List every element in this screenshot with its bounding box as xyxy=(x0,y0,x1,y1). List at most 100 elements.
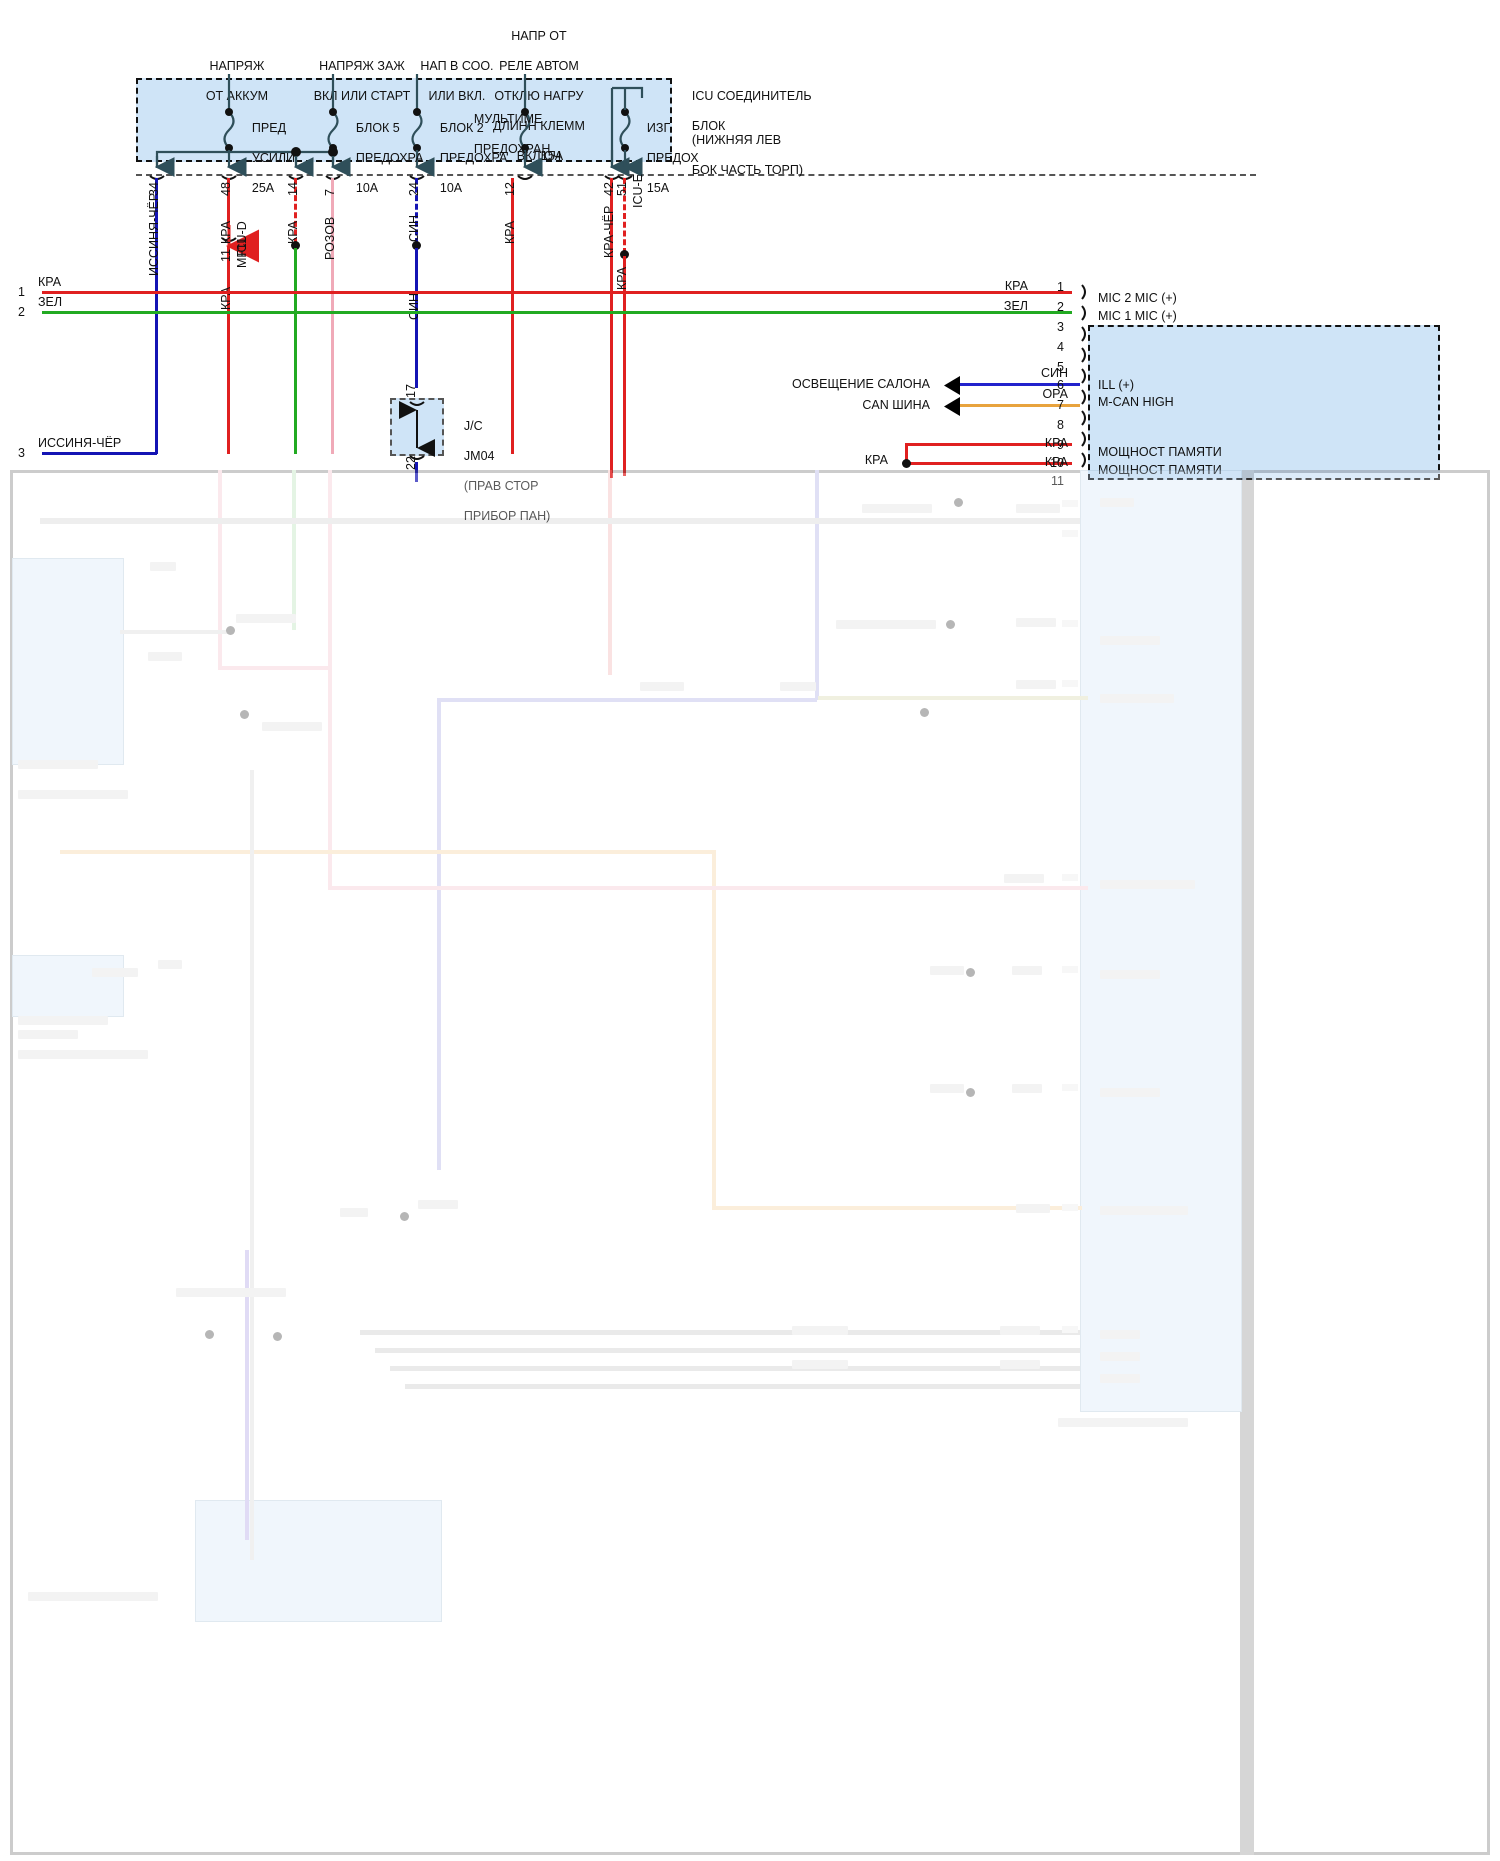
right-connector-block xyxy=(1088,325,1440,480)
lower-connector-pin xyxy=(1062,966,1078,973)
lower-chip xyxy=(176,1288,286,1297)
right-pin-number-5: 5 xyxy=(1057,360,1064,374)
wire-12-pin: 12 xyxy=(503,182,517,196)
page-edge-shadow xyxy=(1240,470,1254,1855)
splice-dot-memory-power xyxy=(902,459,911,468)
lower-connector-pin xyxy=(1062,1326,1078,1333)
wire-7-color: РОЗОВ xyxy=(323,216,337,260)
lower-chip xyxy=(18,760,98,769)
wire-11-connector-mf11: MF11 xyxy=(235,236,249,268)
lower-wire-blue-h xyxy=(437,698,817,702)
wire-24b-color: СИН xyxy=(407,292,421,320)
lower-connector-pin xyxy=(1062,1204,1078,1211)
branch-wire-illumination xyxy=(960,383,1080,386)
lower-harness-4 xyxy=(405,1384,1080,1389)
branch-arrow-heads xyxy=(944,376,960,416)
lower-connector-pin xyxy=(1062,500,1078,507)
memory-power-feed-horizontal xyxy=(905,462,1072,465)
lower-wire-blue-long xyxy=(437,700,441,1170)
lower-chip xyxy=(236,614,296,623)
wire-24-below-junction xyxy=(415,462,418,482)
left-pin-3-number: 3 xyxy=(18,446,25,460)
right-pin-11-wire-color: КРА xyxy=(1044,455,1068,469)
lower-splice-dot xyxy=(966,1088,975,1097)
right-pin-number-10: 10 xyxy=(1050,456,1064,470)
lower-wire-blue-up xyxy=(815,470,819,700)
lower-chip xyxy=(18,1030,78,1039)
right-pin-11-label: МОЩНОСТ ПАМЯТИ xyxy=(1098,463,1222,478)
lower-chip xyxy=(792,1326,848,1335)
lower-chip xyxy=(1000,1360,1040,1369)
right-pin-10-wire-color: КРА xyxy=(1044,436,1068,450)
wire-7-pin: 7 xyxy=(323,189,337,196)
lower-splice-dot xyxy=(400,1212,409,1221)
lower-connector-pin xyxy=(1062,874,1078,881)
left-pin-3-color: ИССИНЯ-ЧЁР xyxy=(38,436,122,450)
lower-chip xyxy=(1000,1326,1040,1335)
right-pin-number-7: 7 xyxy=(1057,398,1064,412)
icu-block-location-caption: (НИЖНЯЯ ЛЕВ БОК ЧАСТЬ ТОРП) xyxy=(691,133,804,177)
lower-chip xyxy=(780,682,816,691)
lower-bottom-module xyxy=(195,1500,442,1622)
lower-wire-grey-vertical xyxy=(250,770,254,1560)
branch-label-illumination: ОСВЕЩЕНИЕ САЛОНА xyxy=(792,377,930,391)
wire-48-kra xyxy=(227,178,230,228)
lower-connector-pin xyxy=(1062,1084,1078,1091)
lower-wire-tan xyxy=(818,696,1088,700)
wire-24-pin: 24 xyxy=(407,182,421,196)
lower-chip xyxy=(1100,1374,1140,1383)
page-frame xyxy=(10,470,1490,1855)
lower-chip xyxy=(18,1016,108,1025)
lower-splice-dot xyxy=(966,968,975,977)
lower-chip xyxy=(18,1050,148,1059)
splice-dot-24 xyxy=(412,241,421,250)
right-connector-pin-crimps xyxy=(1081,284,1086,468)
wire-24-sin-dashed xyxy=(415,178,418,244)
lower-wire-grey-2 xyxy=(120,630,230,634)
left-pin-1-number: 1 xyxy=(18,285,25,299)
lower-chip xyxy=(1012,966,1042,975)
lower-wire-orange-bottom xyxy=(712,1206,1082,1210)
wire-34-issinya-cher xyxy=(155,178,158,454)
branch-wire-can xyxy=(960,404,1080,407)
fuse-block-internals xyxy=(149,74,644,263)
lower-left-module-2 xyxy=(12,955,124,1017)
lower-chip xyxy=(1016,680,1056,689)
lower-wire-pink-c xyxy=(328,470,332,890)
right-pin-7-label: M-CAN HIGH xyxy=(1098,395,1174,409)
source-label-ignition: НАПРЯЖ ЗАЖ ВКЛ ИЛИ СТАРТ xyxy=(313,59,411,103)
bus-wire-pin1-red xyxy=(42,291,1072,294)
lower-splice-dot xyxy=(920,708,929,717)
right-pin-number-1: 1 xyxy=(1057,280,1064,294)
bus-wire-pin2-green xyxy=(42,311,1072,314)
lower-chip xyxy=(1016,1204,1050,1213)
fuse-label-multimeter: МУЛЬТИМЕ ПРЕДОХРАН xyxy=(473,112,551,156)
wire-34-color: ИССИНЯ-ЧЁР xyxy=(147,192,161,276)
lower-wire-pink-h xyxy=(328,886,1088,890)
left-pin-2-number: 2 xyxy=(18,305,25,319)
lower-chip xyxy=(836,620,936,629)
wire-14-pin: 14 xyxy=(286,182,300,196)
lower-chip xyxy=(92,968,138,977)
fuse-label-block5: БЛОК 5 ПРЕДОХРА 10A xyxy=(355,121,424,195)
right-pin-number-2: 2 xyxy=(1057,300,1064,314)
wire-48-color: КРА xyxy=(219,220,233,244)
junction-box-arrows xyxy=(399,401,435,460)
branch-label-can: CAN ШИНА xyxy=(862,398,930,412)
right-pin-1-wire-color: КРА xyxy=(1004,279,1028,293)
lower-chip xyxy=(148,652,182,661)
lower-wire-green xyxy=(292,470,296,630)
wire-51-pin: 51 xyxy=(615,182,629,196)
right-pin-number-8: 8 xyxy=(1057,418,1064,432)
wire-42-color: КРА-ЧЁР xyxy=(602,205,616,258)
bus-wire-pin3-blue xyxy=(42,452,157,455)
lower-wire-orange-v xyxy=(712,850,716,1210)
lower-chip xyxy=(158,960,182,969)
source-label-battery: НАПРЯЖ ОТ АККУМ xyxy=(205,59,269,103)
wire-11-kra xyxy=(227,246,230,454)
junction-pin-top: 17 xyxy=(404,384,418,398)
right-pin-7-wire-color: ОРА xyxy=(1042,387,1068,401)
fuse-label-block2: БЛОК 2 ПРЕДОХРА 10A xyxy=(439,121,508,195)
wire-48-pin: 48 xyxy=(219,182,233,196)
junction-caption: J/C JM04 (ПРАВ СТОР ПРИБОР ПАН) xyxy=(463,419,551,523)
